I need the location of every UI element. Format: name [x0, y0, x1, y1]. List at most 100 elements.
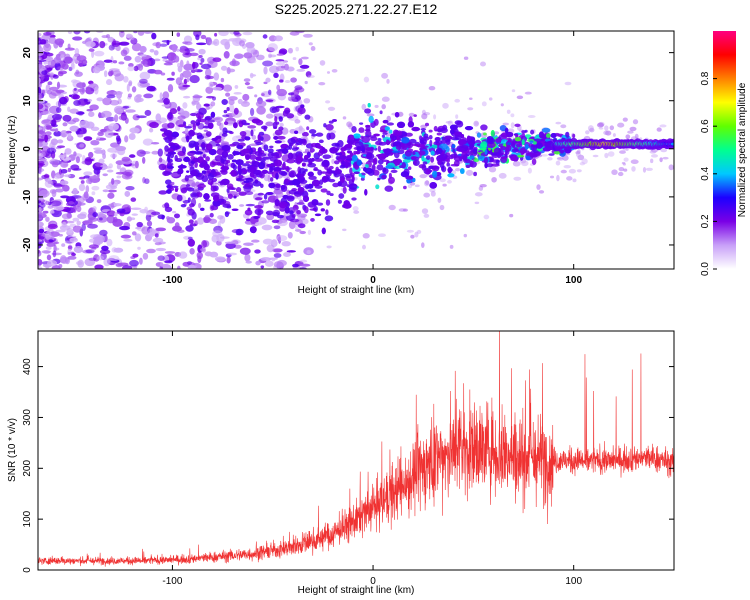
spectrogram-cell [189, 112, 198, 117]
spectrogram-cell [348, 183, 358, 190]
spectrogram-cell [99, 229, 108, 237]
spectrogram-cell [281, 241, 291, 247]
spectrogram-cell [178, 251, 188, 259]
spectrogram-cell [328, 129, 337, 134]
spectrogram-cell [298, 125, 303, 131]
spectrogram-cell [38, 189, 50, 198]
spectrogram-cell [269, 145, 274, 149]
spectrogram-cell [174, 188, 178, 193]
spectrogram-cell [257, 147, 262, 153]
spectrogram-cell [44, 231, 52, 240]
spectrogram-cell [62, 184, 70, 192]
spectrogram-cell [364, 128, 371, 132]
spectrogram-cell [116, 175, 122, 179]
spectrogram-cell [189, 75, 200, 84]
spectrogram-cell [389, 28, 396, 31]
spectrogram-cell [274, 159, 282, 167]
spectrogram-cell [137, 246, 141, 250]
spectrogram-cell [325, 123, 334, 131]
spectrogram-cell [139, 53, 147, 58]
spectrogram-cell [114, 150, 120, 154]
spectrogram-cell [319, 60, 326, 66]
spectrogram-cell [271, 258, 276, 262]
spectrogram-cell [296, 184, 301, 188]
spectrogram-cell [96, 136, 101, 140]
spectrogram-cell [131, 43, 142, 52]
spectrogram-cell [192, 123, 196, 131]
spectrogram-cell [439, 127, 448, 134]
spectrogram-cell [96, 97, 104, 102]
spectrogram-cell [484, 162, 488, 169]
spectrogram-cell [318, 139, 324, 144]
spectrogram-cell [188, 219, 194, 224]
spectrogram-cell [302, 195, 310, 203]
spectrogram-cell [61, 243, 66, 247]
spectrogram-cell [229, 143, 236, 147]
spectrogram-cell [248, 154, 257, 160]
spectrogram-cell [182, 84, 191, 88]
spectrogram-cell [361, 175, 366, 179]
spectrogram-cell [215, 143, 221, 147]
spectrogram-cell [85, 185, 90, 193]
spectrogram-cell [204, 217, 212, 222]
spectrogram-cell [618, 166, 625, 172]
spectrogram-cell [239, 204, 245, 207]
spectrogram-cell [320, 208, 325, 212]
spectrogram-cell [186, 60, 190, 68]
spectrogram-cell [196, 217, 205, 225]
spectrogram-cell [198, 107, 207, 115]
spectrogram-cell [298, 58, 303, 66]
spectrogram-cell [299, 259, 308, 263]
spectrogram-cell [423, 133, 429, 139]
spectrogram-cell [42, 125, 47, 132]
spectrogram-cell [71, 252, 76, 257]
spectrogram-cell [253, 169, 262, 176]
spectrogram-y-tick-label: 20 [22, 47, 33, 59]
spectrogram-cell [381, 104, 386, 110]
spectrogram-cell [255, 260, 261, 266]
spectrogram-cell [38, 56, 43, 61]
spectrogram-cell [100, 110, 112, 118]
spectrogram-cell [119, 225, 130, 231]
spectrogram-cell [55, 229, 66, 233]
spectrogram-cell [110, 70, 114, 76]
spectrogram-cell [231, 208, 239, 211]
spectrogram-cell [67, 255, 77, 260]
spectrogram-cell [572, 178, 577, 183]
spectrogram-cell [48, 92, 57, 99]
spectrogram-cell [167, 151, 177, 155]
spectrogram-cell [144, 206, 149, 213]
spectrogram-cell [445, 138, 451, 145]
spectrogram-cell [529, 140, 534, 144]
spectrogram-y-tick-label: -10 [22, 189, 33, 204]
spectrogram-cell [465, 164, 471, 169]
spectrogram-cell [447, 179, 452, 184]
spectrogram-cell [413, 114, 417, 117]
spectrogram-cell [155, 247, 167, 252]
spectrogram-cell [314, 213, 322, 217]
spectrogram-cell [220, 65, 228, 71]
spectrogram-cell [447, 166, 452, 174]
spectrogram-cell [275, 183, 281, 189]
spectrogram-cell [251, 239, 260, 243]
spectrogram-cell [267, 43, 278, 52]
spectrogram-cell [236, 177, 242, 181]
spectrogram-cell [295, 155, 303, 164]
spectrogram-cell [130, 207, 142, 211]
spectrogram-cell [176, 48, 180, 52]
spectrogram-y-tick-label: 0 [22, 146, 33, 152]
spectrogram-cell [376, 164, 384, 171]
spectrogram-cell [299, 263, 311, 267]
spectrogram-cell [110, 185, 118, 190]
spectrogram-cell [182, 102, 188, 109]
spectrogram-cell [127, 93, 132, 98]
spectrogram-cell [40, 197, 44, 201]
spectrogram-cell [265, 77, 271, 83]
spectrogram-cell [274, 199, 280, 207]
spectrogram-cell [399, 165, 404, 168]
spectrogram-cell [255, 141, 263, 146]
spectrogram-cell [213, 194, 219, 202]
spectrogram-cell [269, 166, 274, 173]
spectrogram-cell [186, 170, 190, 173]
spectrogram-cell [388, 129, 393, 134]
